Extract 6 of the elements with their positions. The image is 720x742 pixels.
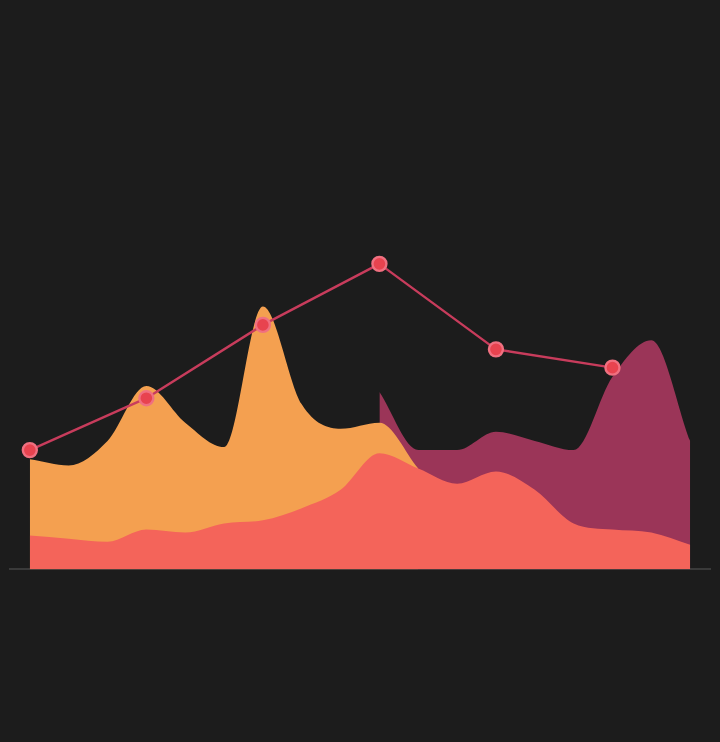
point xyxy=(138,390,155,407)
point xyxy=(21,441,39,459)
point xyxy=(254,316,272,334)
point xyxy=(487,341,505,358)
point xyxy=(604,359,621,376)
point xyxy=(371,255,388,273)
